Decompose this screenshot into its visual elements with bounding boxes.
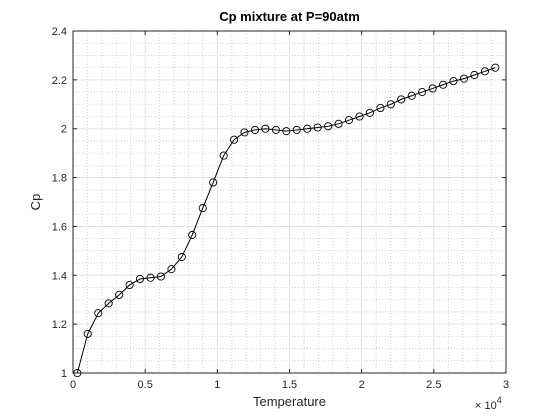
data-point — [146, 273, 155, 282]
x-tick-label: 0 — [70, 379, 76, 391]
data-point — [376, 103, 385, 112]
data-point — [125, 281, 134, 290]
data-point — [209, 178, 218, 187]
ticks-layer: 0 0.5 1 1.5 2 2.5 3 1 1.2 1.4 1.6 1.8 2 2.2 2.4 — [52, 26, 509, 391]
data-point — [407, 91, 416, 100]
x-tick-label: 2 — [359, 379, 365, 391]
x-tick-label: 1.5 — [282, 379, 297, 391]
data-point — [355, 112, 364, 121]
data-point — [282, 127, 291, 136]
data-point — [104, 299, 113, 308]
x-tick-label: 2.5 — [426, 379, 441, 391]
data-point — [156, 272, 165, 281]
data-point — [480, 67, 489, 76]
data-point — [94, 309, 103, 318]
y-tick-label: 1 — [61, 368, 67, 380]
y-tick-label: 2.4 — [52, 26, 67, 38]
data-point — [449, 77, 458, 86]
data-point — [344, 116, 354, 125]
y-tick-label: 1.8 — [52, 173, 67, 185]
data-point — [459, 74, 469, 83]
data-point — [261, 124, 270, 133]
x-axis-exponent-power: 4 — [497, 395, 502, 405]
x-tick-label: 0.5 — [138, 379, 153, 391]
data-point — [177, 252, 186, 262]
data-point — [135, 274, 145, 284]
data-point — [418, 88, 427, 97]
data-point — [188, 230, 197, 240]
x-tick-label: 1 — [214, 379, 220, 391]
data-point — [470, 70, 479, 80]
y-tick-label: 2.2 — [52, 75, 67, 87]
x-tick-label: 3 — [503, 379, 509, 391]
data-point — [397, 95, 406, 104]
data-point — [365, 108, 374, 117]
y-tick-label: 1.4 — [52, 270, 67, 282]
data-point — [198, 204, 207, 213]
y-axis-label: Cp — [28, 194, 43, 211]
chart-title: Cp mixture at P=90atm — [219, 9, 360, 24]
data-point — [83, 329, 92, 338]
data-point — [428, 84, 437, 93]
x-axis-exponent: × 104 — [475, 395, 502, 412]
data-point — [219, 151, 228, 160]
y-tick-label: 1.6 — [52, 221, 67, 233]
data-point — [240, 128, 249, 137]
data-point — [439, 80, 448, 89]
data-point — [313, 123, 322, 132]
x-axis-label: Temperature — [253, 394, 326, 409]
y-tick-label: 1.2 — [52, 319, 67, 331]
data-point — [167, 265, 176, 274]
data-point — [303, 124, 312, 133]
x-axis-exponent-base: × 10 — [475, 400, 497, 412]
data-point — [324, 122, 333, 131]
data-point — [115, 290, 124, 299]
data-point — [250, 125, 260, 134]
data-point — [334, 119, 343, 128]
data-point — [386, 100, 395, 109]
y-tick-label: 2 — [61, 124, 67, 136]
data-point — [491, 63, 500, 72]
data-point — [271, 125, 280, 134]
data-point — [292, 125, 301, 134]
data-point — [230, 135, 239, 144]
